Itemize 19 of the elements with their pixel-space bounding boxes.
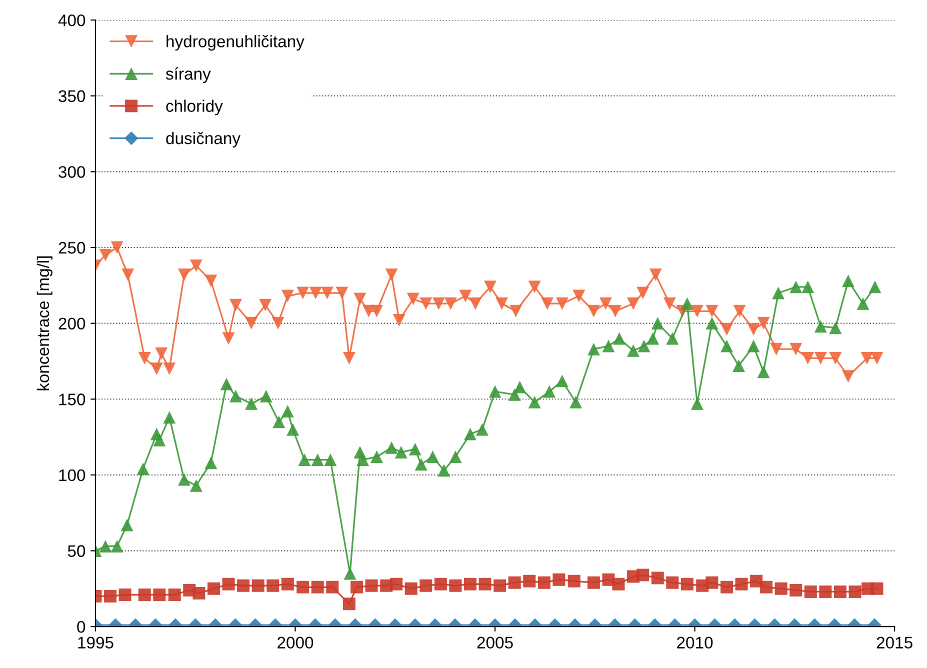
x-tick-label: 2005 <box>477 636 513 649</box>
legend-label: hydrogenuhličitany <box>166 35 304 51</box>
y-tick-label: 300 <box>58 166 86 178</box>
y-axis-title: koncentrace [mg/l] <box>36 256 52 390</box>
legend-label: dusičnany <box>166 132 240 148</box>
x-tick-label: 2010 <box>677 636 713 649</box>
legend-label: chloridy <box>166 100 223 116</box>
y-tick-label: 400 <box>58 14 86 26</box>
x-tick-label: 2000 <box>278 636 314 649</box>
legend-label: sírany <box>166 67 211 84</box>
x-tick-label: 1995 <box>78 636 114 649</box>
y-tick-label: 50 <box>68 545 86 557</box>
x-tick-label: 2015 <box>876 636 912 649</box>
y-tick-label: 250 <box>58 242 86 254</box>
y-tick-label: 150 <box>59 394 86 406</box>
y-tick-label: 200 <box>58 318 86 330</box>
y-tick-label: 350 <box>58 90 86 102</box>
y-tick-label: 100 <box>59 469 86 482</box>
y-tick-label: 0 <box>77 620 86 633</box>
